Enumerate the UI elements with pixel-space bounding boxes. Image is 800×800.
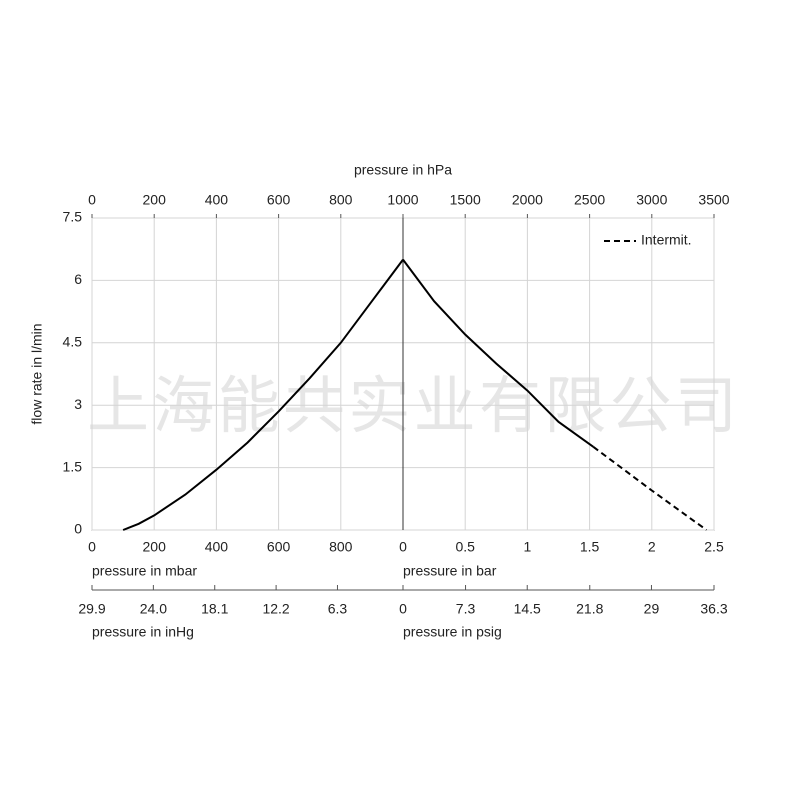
x-tick-label: 600 <box>267 539 291 555</box>
x3-tick-label: 29.9 <box>78 601 105 617</box>
x3-tick-label: 29 <box>644 601 660 617</box>
x-tick-label: 200 <box>143 539 167 555</box>
x-tick-label: 2.5 <box>704 539 724 555</box>
x3-tick-label: 18.1 <box>201 601 228 617</box>
x-axis-label: pressure in bar <box>403 563 497 579</box>
x2-tick-label: 200 <box>143 192 167 208</box>
x-tick-label: 0 <box>88 539 96 555</box>
y-tick-label: 7.5 <box>63 209 83 225</box>
x-tick-label: 0 <box>399 539 407 555</box>
x2-tick-label: 0 <box>88 192 96 208</box>
x2-axis-label: pressure in hPa <box>354 162 452 178</box>
y-tick-label: 4.5 <box>63 334 83 350</box>
data-line <box>592 445 708 531</box>
x3-tick-label: 7.3 <box>456 601 476 617</box>
x2-tick-label: 2500 <box>574 192 605 208</box>
x3-axis-label: pressure in psig <box>403 624 502 640</box>
x3-tick-label: 0 <box>399 601 407 617</box>
data-line <box>122 259 404 531</box>
x3-tick-label: 24.0 <box>140 601 167 617</box>
x2-tick-label: 2000 <box>512 192 543 208</box>
x2-tick-label: 1000 <box>387 192 418 208</box>
x-tick-label: 800 <box>329 539 353 555</box>
data-line <box>402 259 594 448</box>
y-tick-label: 1.5 <box>63 458 83 474</box>
x2-tick-label: 600 <box>267 192 291 208</box>
x3-tick-label: 36.3 <box>700 601 727 617</box>
x3-tick-label: 12.2 <box>262 601 289 617</box>
x-tick-label: 400 <box>205 539 229 555</box>
x-axis-label: pressure in mbar <box>92 563 197 579</box>
y-axis-label: flow rate in l/min <box>29 323 45 424</box>
y-tick-label: 3 <box>74 396 82 412</box>
x-tick-label: 2 <box>648 539 656 555</box>
x2-tick-label: 800 <box>329 192 353 208</box>
x3-tick-label: 6.3 <box>328 601 348 617</box>
x2-tick-label: 3000 <box>636 192 667 208</box>
legend-label: Intermit. <box>641 232 692 248</box>
x2-tick-label: 400 <box>205 192 229 208</box>
x-tick-label: 1.5 <box>580 539 600 555</box>
x2-tick-label: 3500 <box>698 192 729 208</box>
x3-axis-label: pressure in inHg <box>92 624 194 640</box>
y-tick-label: 0 <box>74 521 82 537</box>
x3-tick-label: 14.5 <box>514 601 541 617</box>
x-tick-label: 0.5 <box>455 539 475 555</box>
x-tick-label: 1 <box>524 539 532 555</box>
x3-tick-label: 21.8 <box>576 601 603 617</box>
y-tick-label: 6 <box>74 271 82 287</box>
x2-tick-label: 1500 <box>450 192 481 208</box>
